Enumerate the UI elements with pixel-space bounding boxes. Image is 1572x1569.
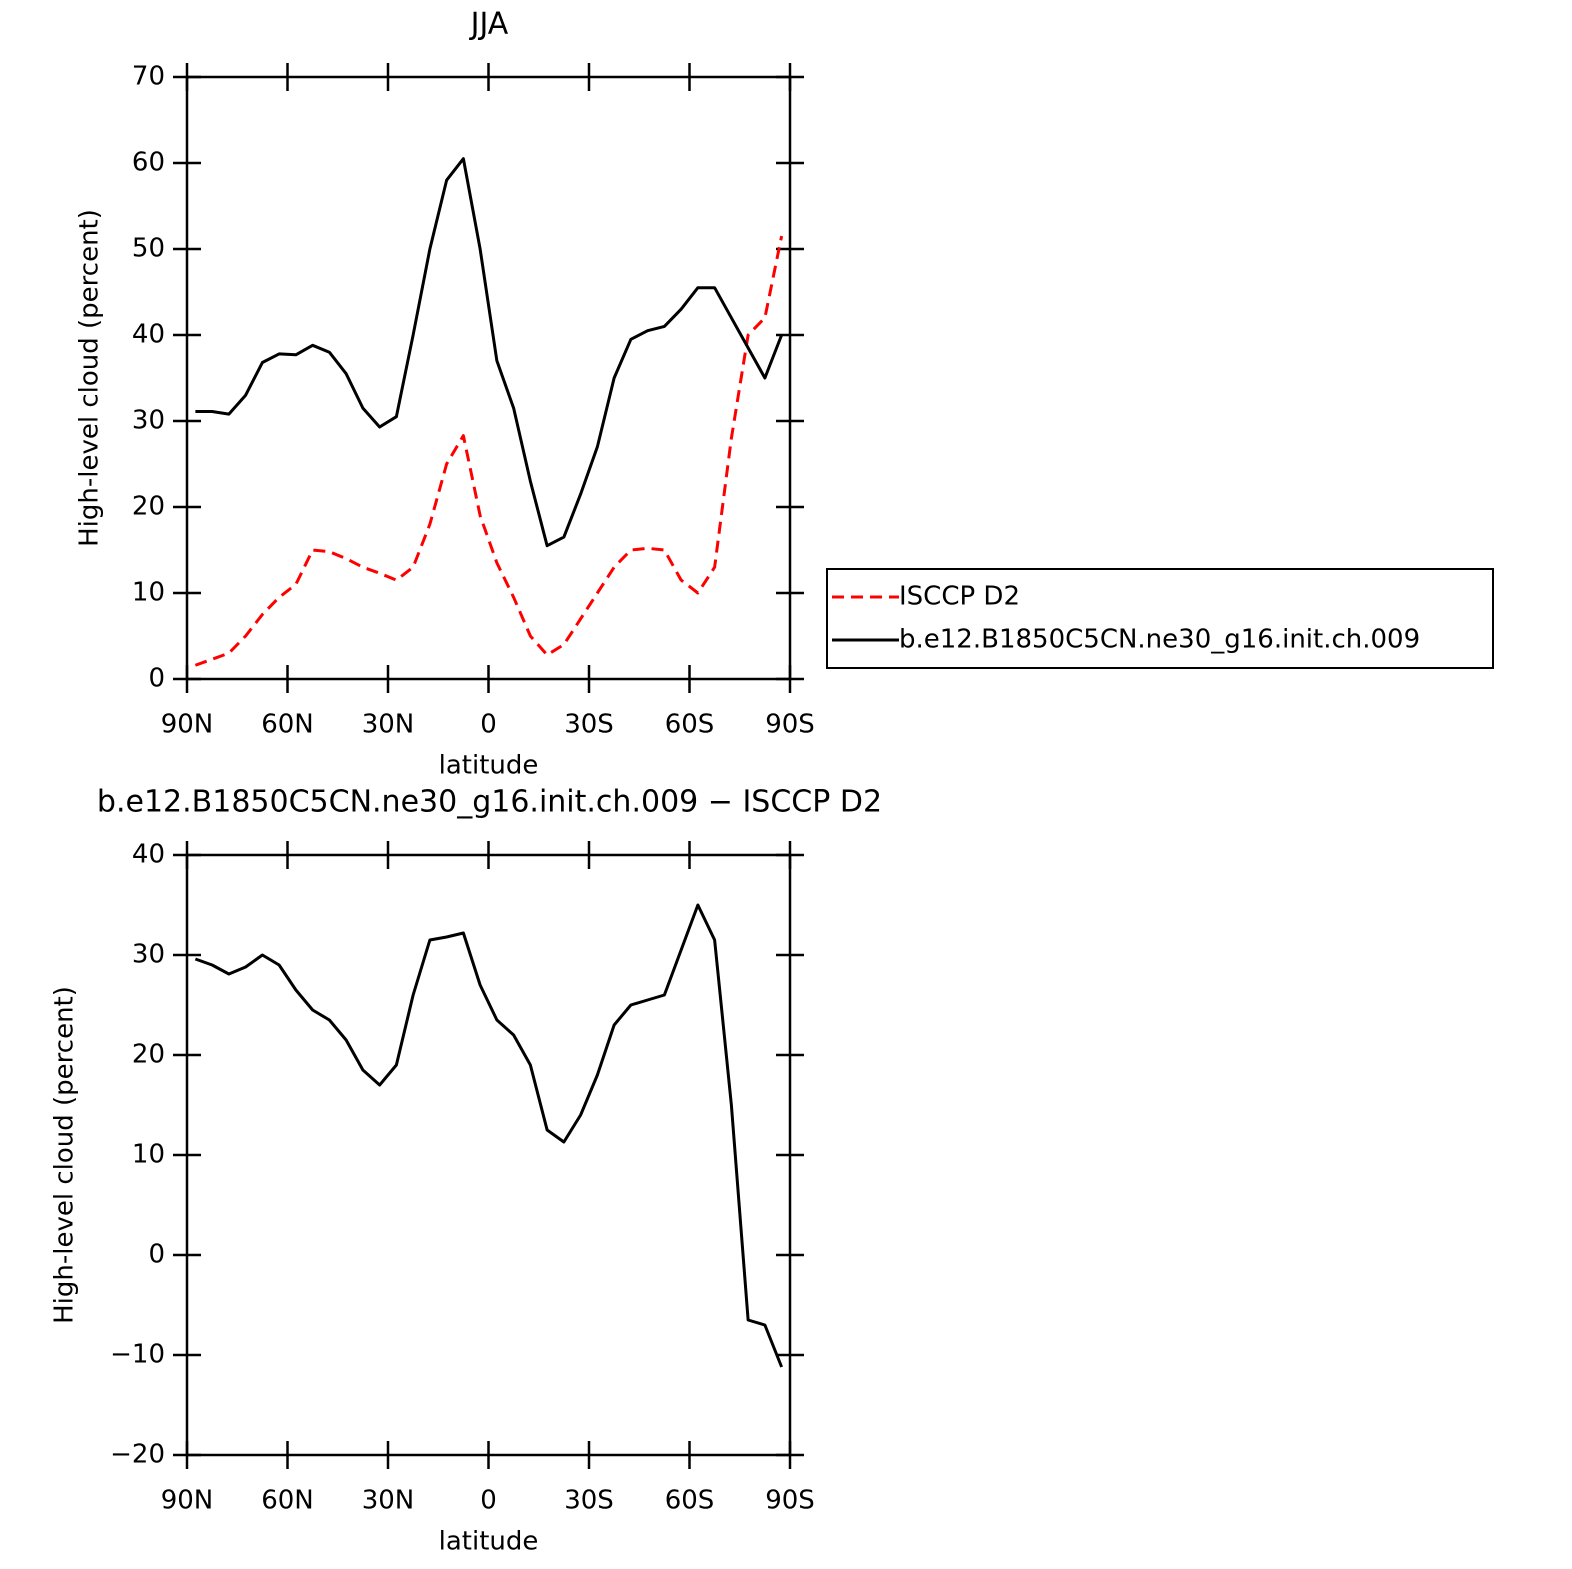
y-tick-label: 40 (132, 840, 165, 870)
x-tick-label: 60N (261, 710, 314, 740)
y-tick-label: −10 (110, 1340, 165, 1370)
data-line (194, 903, 784, 1368)
x-tick-label: 30N (362, 710, 415, 740)
x-tick-label: 30S (564, 1486, 614, 1516)
x-tick-label: 60S (665, 710, 715, 740)
y-tick-label: 60 (132, 148, 165, 178)
y-tick-label: 0 (148, 1240, 165, 1270)
x-axis-label: latitude (439, 1527, 539, 1557)
y-axis-label: High-level cloud (percent) (75, 209, 105, 547)
data-line (195, 157, 784, 548)
legend-label: ISCCP D2 (899, 582, 1020, 612)
y-tick-label: 0 (148, 664, 165, 694)
y-tick-label: −20 (110, 1440, 165, 1470)
plot-frame (185, 853, 792, 1457)
x-tick-label: 90S (765, 710, 815, 740)
y-tick-label: 70 (132, 62, 165, 92)
chart-title: b.e12.B1850C5CN.ne30_g16.init.ch.009 − I… (97, 785, 882, 820)
x-tick-label: 90N (161, 1486, 214, 1516)
x-tick-label: 0 (480, 710, 497, 740)
x-tick-label: 90S (765, 1486, 815, 1516)
x-tick-label: 60S (665, 1486, 715, 1516)
plot-frame (185, 75, 792, 681)
y-tick-label: 50 (132, 234, 165, 264)
y-tick-label: 10 (132, 1140, 165, 1170)
y-tick-label: 40 (132, 320, 165, 350)
y-tick-label: 20 (132, 1040, 165, 1070)
legend-box (826, 568, 1494, 669)
chart-title: JJA (469, 7, 509, 42)
x-tick-label: 0 (480, 1486, 497, 1516)
x-tick-label: 90N (161, 710, 214, 740)
y-axis-label: High-level cloud (percent) (50, 986, 80, 1324)
y-tick-label: 30 (132, 940, 165, 970)
x-tick-label: 30S (564, 710, 614, 740)
x-tick-label: 60N (261, 1486, 314, 1516)
y-tick-label: 20 (132, 492, 165, 522)
x-axis-label: latitude (439, 751, 539, 781)
legend-label: b.e12.B1850C5CN.ne30_g16.init.ch.009 (899, 625, 1420, 655)
x-tick-label: 30N (362, 1486, 415, 1516)
y-tick-label: 30 (132, 406, 165, 436)
y-tick-label: 10 (132, 578, 165, 608)
